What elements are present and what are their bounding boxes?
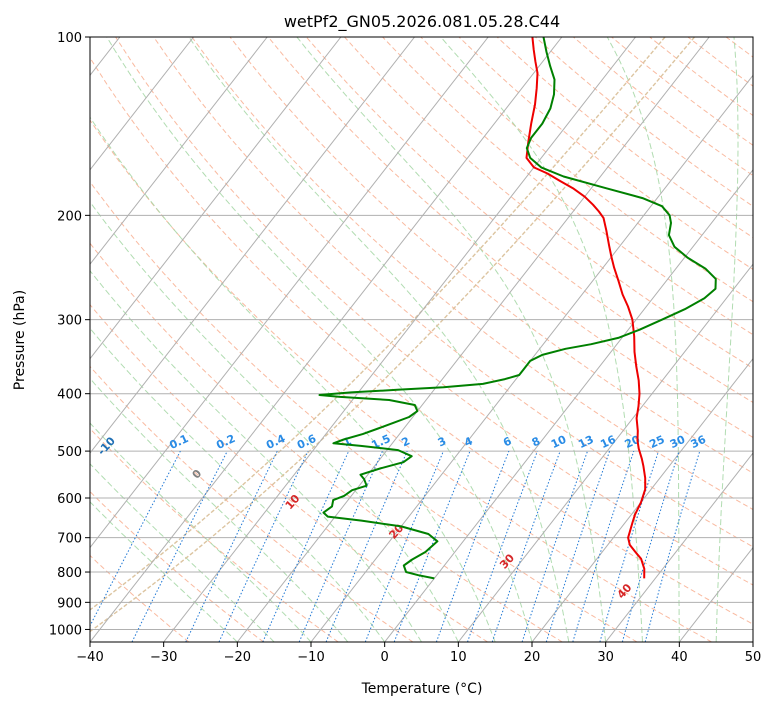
y-axis-label: Pressure (hPa) bbox=[12, 290, 28, 390]
mixing-ratio-line bbox=[364, 450, 444, 642]
isotherm bbox=[90, 37, 489, 549]
dry-adiabat bbox=[90, 181, 638, 642]
mixing-ratio-line bbox=[298, 450, 383, 642]
x-axis: −40 −30 −20 −10 0 10 20 30 40 50 bbox=[76, 642, 761, 665]
plot-area: 0.10.20.40.611.52346810131620253036-100-… bbox=[90, 37, 753, 642]
y-tick-label: 1000 bbox=[49, 623, 82, 638]
mixing-ratio-line bbox=[545, 450, 611, 642]
moist-adiabat bbox=[188, 37, 570, 642]
mixing-ratio-label: 13 bbox=[576, 433, 595, 451]
y-tick-label: 200 bbox=[57, 209, 82, 224]
isotherm bbox=[531, 357, 753, 642]
y-tick-label: 700 bbox=[57, 532, 82, 547]
mixing-ratio-line bbox=[218, 450, 309, 642]
dry-adiabat bbox=[344, 37, 753, 369]
mixing-ratio-line bbox=[572, 450, 635, 642]
isotherm bbox=[90, 37, 563, 642]
mixing-ratio-line bbox=[521, 450, 588, 642]
isotherm bbox=[384, 168, 753, 642]
isotherm bbox=[90, 37, 342, 360]
y-tick-label: 500 bbox=[57, 445, 82, 460]
x-axis-label: Temperature (°C) bbox=[361, 681, 483, 697]
moist-adiabat bbox=[90, 377, 349, 642]
mixing-ratio-line bbox=[325, 450, 408, 642]
x-tick-label: 10 bbox=[450, 650, 467, 665]
mixing-ratio-label: 25 bbox=[647, 433, 666, 451]
y-tick-label: 900 bbox=[57, 596, 82, 611]
x-tick-label: −30 bbox=[150, 650, 177, 665]
mixing-ratio-line bbox=[644, 450, 701, 642]
moist-adiabat bbox=[715, 37, 739, 642]
mixing-ratio-line bbox=[90, 450, 181, 628]
isotherm bbox=[90, 37, 194, 171]
x-tick-label: 30 bbox=[597, 650, 614, 665]
moist-adiabat bbox=[106, 37, 533, 642]
isotherm bbox=[457, 263, 753, 642]
isotherm bbox=[236, 37, 710, 642]
dry-adiabat bbox=[115, 37, 753, 586]
dry-adiabat bbox=[382, 37, 753, 336]
reference-curve bbox=[90, 37, 666, 611]
reference-curve bbox=[90, 37, 696, 633]
isotherm bbox=[90, 37, 268, 266]
x-tick-label: 40 bbox=[671, 650, 688, 665]
moist-adiabat bbox=[296, 37, 607, 642]
dry-adiabat bbox=[90, 242, 563, 642]
chart-title: wetPf2_GN05.2026.081.05.28.C44 bbox=[284, 12, 560, 32]
x-tick-label: 20 bbox=[524, 650, 541, 665]
moist-adiabat bbox=[606, 37, 680, 642]
dry-adiabat bbox=[90, 56, 753, 625]
dewpoint-profile bbox=[318, 37, 717, 580]
moist-adiabat bbox=[90, 201, 459, 642]
dry-adiabat bbox=[90, 303, 488, 642]
dry-adiabat bbox=[90, 554, 190, 642]
x-tick-label: 0 bbox=[381, 650, 389, 665]
isotherm bbox=[163, 37, 636, 642]
y-tick-label: 400 bbox=[57, 388, 82, 403]
x-tick-label: −10 bbox=[297, 650, 324, 665]
moist-adiabat bbox=[90, 269, 422, 642]
mixing-ratio-line bbox=[621, 450, 680, 642]
isotherm bbox=[310, 74, 753, 642]
dry-adiabat bbox=[90, 365, 414, 642]
dry-adiabat bbox=[90, 490, 264, 642]
mixing-ratio-line bbox=[435, 450, 510, 642]
temperature-profile bbox=[525, 37, 647, 579]
mixing-ratio-line bbox=[131, 450, 228, 642]
isotherm bbox=[605, 452, 753, 642]
mixing-ratio-label: 36 bbox=[689, 433, 709, 451]
x-tick-label: 50 bbox=[745, 650, 762, 665]
mixing-ratio-label: 30 bbox=[668, 433, 688, 451]
mixing-ratio-label: 10 bbox=[549, 433, 569, 451]
mixing-ratio-line bbox=[467, 450, 538, 642]
y-tick-label: 300 bbox=[57, 314, 82, 329]
moist-adiabat bbox=[90, 327, 386, 642]
dry-adiabat bbox=[305, 37, 753, 403]
moist-adiabat bbox=[90, 116, 496, 642]
mixing-ratio-line bbox=[393, 450, 471, 642]
y-tick-label: 800 bbox=[57, 566, 82, 581]
y-tick-label: 600 bbox=[57, 492, 82, 507]
dry-adiabat bbox=[90, 119, 712, 642]
mixing-ratio-line bbox=[262, 450, 350, 642]
x-tick-label: −20 bbox=[224, 650, 251, 665]
dry-adiabat bbox=[229, 37, 753, 474]
moist-adiabat bbox=[440, 37, 643, 642]
y-tick-label: 100 bbox=[57, 31, 82, 46]
plot-frame bbox=[89, 36, 754, 643]
mixing-ratio-line bbox=[491, 450, 561, 642]
isotherm bbox=[90, 37, 415, 454]
mixing-ratio-label: 16 bbox=[598, 433, 618, 451]
x-tick-label: −40 bbox=[76, 650, 103, 665]
y-axis: 100 200 300 400 500 600 700 800 900 1000 bbox=[49, 31, 90, 638]
